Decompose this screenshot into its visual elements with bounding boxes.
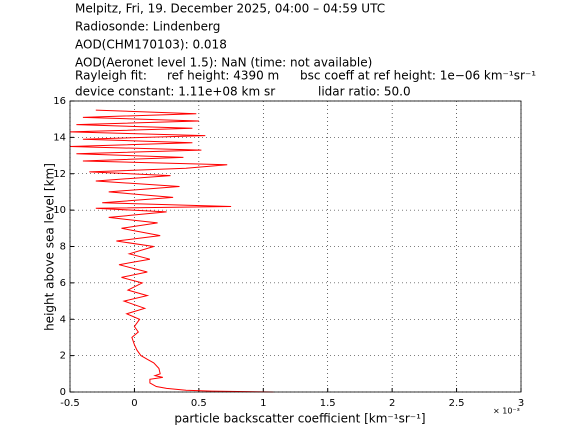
x-multiplier: × 10⁻³ bbox=[493, 407, 520, 416]
x-tick-label: 0.5 bbox=[191, 398, 207, 409]
header-line: Melpitz, Fri, 19. December 2025, 04:00 –… bbox=[75, 2, 385, 16]
x-tick-label: 0 bbox=[131, 398, 137, 409]
x-tick-label: 2.5 bbox=[449, 398, 465, 409]
x-tick-label: 1.5 bbox=[320, 398, 336, 409]
axes-box bbox=[69, 100, 522, 393]
device-constant: device constant: 1.11e+08 km sr bbox=[75, 85, 275, 99]
header-line: AOD(CHM170103): 0.018 bbox=[75, 38, 227, 52]
x-tick-label: -0.5 bbox=[60, 398, 80, 409]
lidar-ratio: lidar ratio: 50.0 bbox=[318, 85, 411, 99]
y-tick-label: 12 bbox=[53, 169, 66, 180]
x-tick-label: 3 bbox=[518, 398, 524, 409]
x-tick-label: 1 bbox=[260, 398, 266, 409]
y-axis-label: height above sea level [km] bbox=[43, 163, 57, 331]
header-line: Radiosonde: Lindenberg bbox=[75, 20, 220, 34]
x-tick-label: 2 bbox=[389, 398, 395, 409]
y-tick-label: 0 bbox=[60, 387, 66, 398]
ref-height: ref height: 4390 m bbox=[167, 69, 279, 83]
profile-line bbox=[69, 109, 274, 393]
y-tick-label: 16 bbox=[53, 96, 66, 107]
header-line: AOD(Aeronet level 1.5): NaN (time: not a… bbox=[75, 56, 372, 70]
y-tick-label: 6 bbox=[60, 278, 66, 289]
plot-area bbox=[70, 101, 521, 392]
x-axis-label: particle backscatter coefficient [km⁻¹sr… bbox=[174, 412, 425, 426]
y-tick-label: 4 bbox=[60, 314, 66, 325]
y-tick-label: 10 bbox=[53, 205, 66, 216]
rayleigh-label: Rayleigh fit: bbox=[75, 69, 147, 83]
y-tick-label: 2 bbox=[60, 351, 66, 362]
bsc-coeff: bsc coeff at ref height: 1e−06 km⁻¹sr⁻¹ bbox=[300, 69, 536, 83]
y-tick-label: 14 bbox=[53, 132, 66, 143]
y-tick-label: 8 bbox=[60, 242, 66, 253]
